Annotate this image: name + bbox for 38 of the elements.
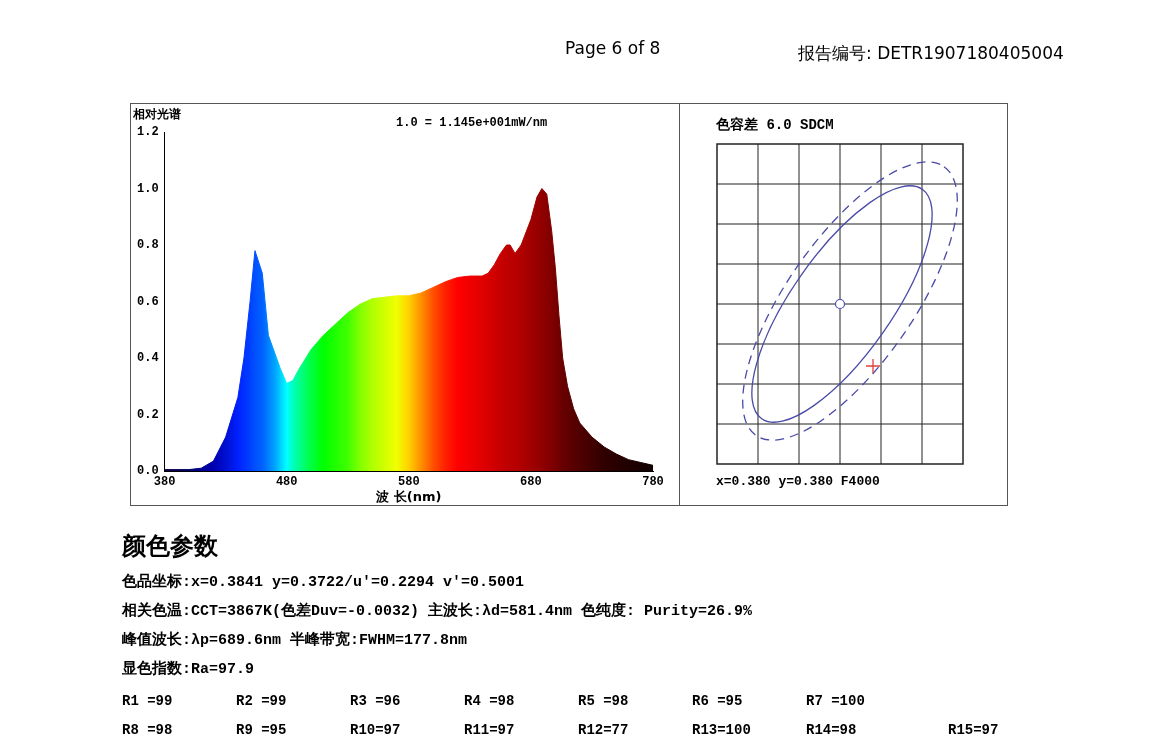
text: R11=97: [464, 722, 515, 738]
y-tick-label: 0.6: [136, 294, 159, 309]
text: R15=97: [948, 722, 999, 738]
text: R5 =98: [578, 693, 629, 709]
text: 色容差 6.0 SDCM: [716, 116, 834, 134]
text: R6 =95: [692, 693, 743, 709]
text: R10=97: [350, 722, 401, 738]
x-tick-label: 580: [398, 475, 420, 490]
x-tick-label: 380: [153, 475, 176, 490]
text: R3 =96: [350, 693, 401, 709]
chart-subtitle: 1.0 = 1.145e+001mW/nm: [396, 116, 548, 130]
x-axis-title: 波 长(nm): [375, 488, 442, 504]
y-tick-label: 1.2: [136, 125, 159, 140]
y-tick-label: 1.0: [136, 181, 159, 196]
y-tick-label: 0.4: [136, 351, 159, 366]
text: R14=98: [806, 722, 857, 738]
x-tick-label: 680: [520, 475, 542, 490]
y-tick-label: 0.2: [136, 407, 159, 422]
text: 显色指数:Ra=97.9: [122, 659, 255, 678]
text: R8 =98: [122, 722, 173, 738]
y-tick-label: 0.8: [136, 238, 159, 253]
text: R2 =99: [236, 693, 287, 709]
x-tick-label: 780: [642, 475, 664, 490]
text: 相关色温:CCT=3867K(色差Duv=-0.0032) 主波长:λd=581.4nm 色纯度: Purity=26.9%: [122, 601, 753, 620]
x-tick-label: 480: [275, 475, 298, 490]
text: R7 =100: [806, 693, 865, 709]
text: 色品坐标:x=0.3841 y=0.3722/u'=0.2294 v'=0.5001: [122, 572, 525, 591]
y-axis-title: 相对光谱: [133, 106, 181, 123]
text: R9 =95: [236, 722, 287, 738]
text: Page 6 of 8: [565, 38, 661, 58]
text: 报告编号: DETR1907180405004: [798, 42, 1064, 65]
text: x=0.380 y=0.380 F4000: [716, 474, 880, 489]
text: R12=77: [578, 722, 629, 738]
text: 颜色参数: [122, 531, 218, 562]
text: 峰值波长:λp=689.6nm 半峰带宽:FWHM=177.8nm: [122, 630, 468, 649]
text: R4 =98: [464, 693, 515, 709]
text: R13=100: [692, 722, 751, 738]
text: R1 =99: [122, 693, 173, 709]
